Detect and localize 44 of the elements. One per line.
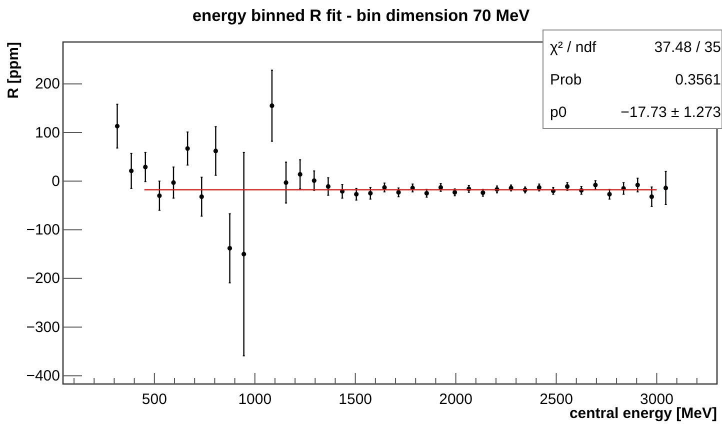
annotation: χ² / ndf	[550, 39, 598, 56]
point	[284, 180, 288, 185]
point	[649, 194, 654, 200]
point	[143, 164, 148, 170]
point	[242, 252, 246, 256]
point	[368, 190, 373, 196]
annotation: 37.48 / 35	[654, 39, 721, 56]
y-tick-label: −100	[26, 222, 60, 239]
annotation: p0	[550, 104, 567, 121]
point	[663, 186, 668, 190]
point	[354, 192, 359, 197]
y-tick-label: 0	[52, 172, 60, 190]
annotation: 0.3561	[675, 72, 721, 88]
annotation: Prob	[550, 72, 582, 88]
x-tick-label: 1000	[238, 391, 272, 408]
x-tick-label: 3000	[640, 391, 674, 408]
y-axis-title: R [ppm]	[5, 42, 22, 99]
x-axis-title: central energy [MeV]	[569, 405, 718, 422]
x-tick-label: 2500	[540, 391, 573, 408]
point	[635, 182, 640, 188]
y-tick-label: 100	[34, 124, 60, 142]
point	[607, 192, 612, 197]
point	[199, 194, 204, 200]
point	[157, 193, 162, 198]
point	[298, 172, 302, 177]
point	[114, 124, 120, 128]
point	[171, 180, 176, 185]
x-tick-label: 500	[142, 391, 167, 408]
point	[213, 148, 218, 154]
x-tick-label: 2000	[439, 391, 472, 408]
y-tick-label: −300	[26, 318, 60, 336]
chart-title: energy binned R fit - bin dimension 70 MeV	[192, 7, 530, 25]
point	[227, 246, 232, 251]
point	[326, 184, 331, 189]
point	[312, 178, 316, 183]
point	[129, 168, 134, 174]
annotation: −17.73 ± 1.273	[620, 104, 721, 121]
y-tick-label: −200	[26, 270, 60, 288]
point	[185, 146, 190, 151]
point	[396, 190, 401, 195]
x-tick-label: 1500	[338, 391, 372, 408]
y-tick-label: −400	[26, 368, 60, 385]
y-tick-label: 200	[34, 76, 60, 93]
point	[270, 103, 274, 108]
